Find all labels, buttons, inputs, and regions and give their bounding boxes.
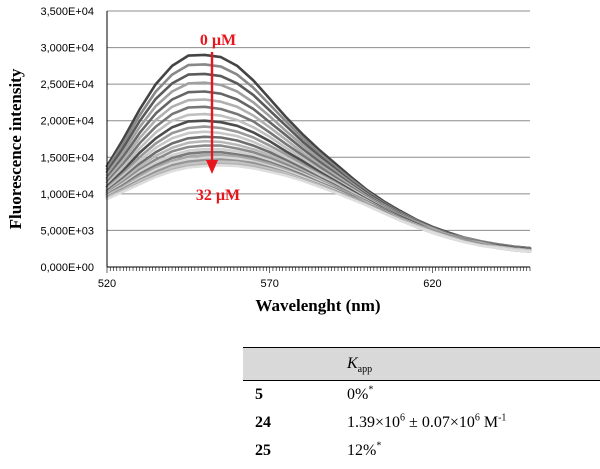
table-header-compound [243, 347, 347, 381]
table-header-row: Kapp [243, 347, 600, 381]
annotation-arrow-head [206, 160, 218, 174]
kapp-value-sup: * [368, 384, 374, 396]
table-row: 25 12%* [243, 437, 600, 465]
fluorescence-chart: 0,000E+00 5,000E+03 1,000E+04 1,500E+04 2,00… [6, 6, 532, 315]
kapp-subscript: app [357, 364, 373, 376]
y-axis-title: Fluorescence intensity [6, 68, 25, 229]
y-tick-label: 1,500E+04 [40, 152, 94, 164]
y-tick-label: 3,000E+04 [40, 43, 94, 55]
table-header-kapp: Kapp [347, 347, 600, 381]
annotation-start-label: 0 µM [200, 32, 236, 49]
compound-id: 5 [255, 386, 263, 403]
x-tick-labels: 520 570 620 [98, 278, 442, 290]
y-tick-label: 1,000E+04 [40, 189, 94, 201]
table-row: 24 1.39×106 ± 0.07×106 M-1 [243, 409, 600, 437]
y-tick-label: 2,500E+04 [40, 79, 94, 91]
kapp-value-error: ± 0.07×10 [405, 414, 475, 431]
x-tick-label: 520 [98, 278, 116, 290]
axes [106, 11, 531, 273]
annotation-end-label: 32 µM [196, 187, 240, 204]
y-tick-labels: 0,000E+00 5,000E+03 1,000E+04 1,500E+04 2,00… [40, 6, 94, 274]
kapp-value-sup2: 6 [474, 412, 480, 424]
kapp-value: 0%* [347, 381, 600, 410]
kapp-value-unit-exp: -1 [498, 412, 507, 424]
concentration-annotation: 0 µM 32 µM [196, 32, 240, 204]
series-group [105, 53, 532, 253]
y-tick-label: 0,000E+00 [40, 262, 94, 274]
compound-id: 24 [255, 414, 271, 431]
y-tick-label: 3,500E+04 [40, 6, 94, 18]
kapp-symbol: K [347, 355, 358, 372]
x-tick-label: 570 [261, 278, 279, 290]
kapp-value-unit: M [479, 414, 499, 431]
kapp-value-sup: * [376, 440, 382, 452]
compound-id: 25 [255, 442, 271, 459]
kapp-value-sup: 6 [400, 412, 406, 424]
kapp-value: 1.39×106 ± 0.07×106 M-1 [347, 409, 600, 437]
x-tick-label: 620 [423, 278, 441, 290]
series-line [105, 164, 532, 253]
kapp-value-main: 1.39×10 [347, 414, 401, 431]
x-axis-title: Wavelenght (nm) [255, 296, 380, 315]
kapp-value: 12%* [347, 437, 600, 465]
kapp-value-main: 12% [347, 442, 377, 459]
kapp-table: Kapp 5 0%* 24 1.39×106 ± 0.07×106 M-1 25… [243, 347, 600, 465]
y-tick-label: 5,000E+03 [40, 225, 94, 237]
table-row: 5 0%* [243, 381, 600, 410]
y-tick-label: 2,000E+04 [40, 116, 94, 128]
kapp-value-main: 0% [347, 386, 369, 403]
